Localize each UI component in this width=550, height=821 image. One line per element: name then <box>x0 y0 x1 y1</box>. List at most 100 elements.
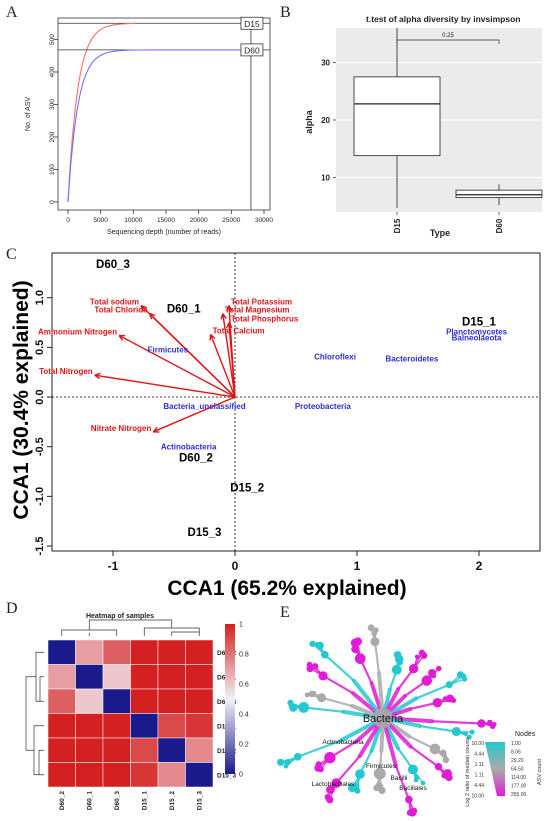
heatmap-cell <box>75 737 104 763</box>
env-variable-label: Total Magnesium <box>225 306 290 315</box>
tree-node <box>421 675 433 686</box>
tree-node <box>435 665 442 672</box>
colorbar-tick-label: 0.6 <box>239 682 249 689</box>
tree-branch <box>296 739 342 758</box>
tree-node <box>406 809 414 816</box>
root-node <box>373 708 393 728</box>
heatmap-cell <box>185 713 214 739</box>
y-axis-label: CCA1 (30.4% explained) <box>10 280 33 519</box>
sample-label: D15_3 <box>188 527 222 539</box>
tree-node <box>304 692 310 698</box>
tree-branch <box>394 764 410 801</box>
tree-node <box>367 624 375 632</box>
panel-letter-a: A <box>6 4 18 21</box>
tree-node-label: Bacilli <box>391 775 408 782</box>
x-tick-label: 0 <box>66 217 70 224</box>
env-variable-label: Total Phosphorus <box>231 315 299 324</box>
tree-node <box>413 777 419 783</box>
env-arrow <box>152 396 236 433</box>
heatmap-cell <box>47 762 76 788</box>
tree-node <box>309 640 316 647</box>
y-axis-label: No. of ASV <box>25 97 32 132</box>
tree-node-label: Lactobacillales <box>312 781 355 788</box>
tree-node <box>331 778 342 789</box>
legend-title: Nodes <box>515 731 536 738</box>
tree-node <box>354 653 366 664</box>
sample-label: D60_3 <box>96 259 130 271</box>
taxon-label: Actinobacteria <box>161 443 217 452</box>
tree-branch <box>409 745 440 768</box>
y-tick-label: 300 <box>49 99 56 110</box>
column-label: D15_3 <box>196 791 203 811</box>
heatmap-cell <box>157 762 186 788</box>
tree-node <box>277 758 285 766</box>
box-d60 <box>455 189 543 199</box>
heatmap-cell <box>130 688 159 714</box>
heatmap-cell <box>185 639 214 665</box>
significance-bracket <box>396 39 500 44</box>
tree-node <box>316 693 327 703</box>
tree-node <box>324 793 331 801</box>
size-scale-tick: 114.00 <box>511 775 526 781</box>
tree-node <box>324 752 336 764</box>
tree-node <box>326 785 335 795</box>
tree-node <box>408 764 419 775</box>
curve-d60 <box>67 49 251 203</box>
size-scale-tick: 64.50 <box>511 767 524 773</box>
colorbar-tick-label: 0.8 <box>239 652 249 659</box>
x-axis-label: Sequencing depth (number of reads) <box>107 229 221 236</box>
tree-node <box>420 780 426 786</box>
row-label: D15_3 <box>217 772 237 779</box>
x-tick-label: 30000 <box>255 217 273 224</box>
alpha-diversity-boxplot: t.test of alpha diversity by invsimpson … <box>304 14 543 238</box>
arrow-head <box>118 334 126 341</box>
y-tick-label: 10 <box>321 174 330 183</box>
colorbar-tick-label: 0.2 <box>239 742 249 749</box>
tree-node <box>442 756 450 764</box>
taxon-label: Planctomycetes <box>446 327 507 336</box>
tree-node <box>429 743 441 755</box>
tree-node <box>353 637 362 646</box>
taxon-label: Chloroflexi <box>314 352 356 361</box>
x-tick-label: D15 <box>393 218 402 233</box>
chart-title: t.test of alpha diversity by invsimpson <box>366 14 520 24</box>
arrow-head <box>140 304 147 312</box>
tree-node <box>287 699 294 706</box>
env-variable-label: Total sodium <box>90 298 139 307</box>
legend-wedge <box>485 742 505 796</box>
heatmap-cell <box>75 713 104 739</box>
arrow-head <box>152 426 160 433</box>
series-label-d60: D60 <box>244 45 260 55</box>
tree-node-label: Bacillales <box>399 785 427 792</box>
color-scale-tick: 4.44 <box>474 752 484 758</box>
sample-heatmap: Heatmap of samples D60_2 D60_1 D60_3 D15_1 D… <box>25 613 249 811</box>
tree-node <box>318 671 328 681</box>
sample-label: D60_1 <box>167 304 201 316</box>
tree-node <box>434 763 443 771</box>
tree-node <box>373 784 380 792</box>
tree-node <box>451 727 461 737</box>
tree-node <box>315 761 322 768</box>
env-arrow <box>118 334 236 398</box>
heatmap-cell <box>75 688 104 714</box>
x-tick-label: 10000 <box>124 217 142 224</box>
colorbar-tick-label: 1 <box>239 622 243 629</box>
column-dendrogram <box>61 619 200 636</box>
tree-node <box>347 783 357 793</box>
sample-label: D15_2 <box>230 482 264 494</box>
env-arrow <box>222 313 236 398</box>
y-tick-label: 20 <box>321 116 330 125</box>
column-label: D15_1 <box>141 791 148 811</box>
tree-node <box>408 664 419 674</box>
tree-node-label: Actinobacteria <box>322 739 364 746</box>
heatmap-cell <box>157 688 186 714</box>
tree-node <box>320 650 329 659</box>
tree-node <box>355 769 365 779</box>
heatmap-cell <box>102 639 131 665</box>
size-scale-tick: 177.00 <box>511 784 527 790</box>
x-tick-label: 2 <box>476 559 483 573</box>
heatmap-cell <box>47 688 76 714</box>
row-dendrogram <box>25 651 44 776</box>
y-tick-label: 100 <box>49 164 56 175</box>
heatmap-cell <box>185 688 214 714</box>
